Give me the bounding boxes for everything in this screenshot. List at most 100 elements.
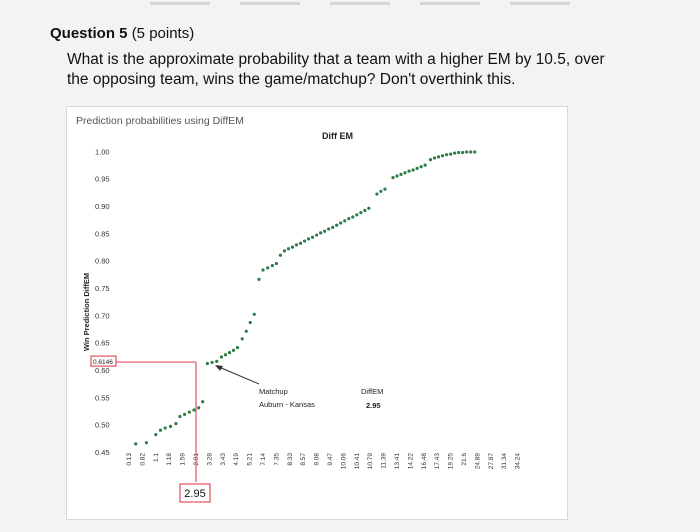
data-point <box>335 223 339 227</box>
y-tick-label: 0.90 <box>95 202 110 211</box>
x-tick-label: 1.1 <box>153 453 160 462</box>
data-point <box>343 219 347 223</box>
question-points: (5 points) <box>131 25 195 42</box>
data-point <box>331 225 335 229</box>
y-tick-label: 0.50 <box>95 421 110 430</box>
data-point <box>351 215 355 219</box>
data-point <box>449 152 453 156</box>
data-point <box>274 261 278 266</box>
data-point <box>391 176 395 180</box>
y-tick-label: 1.00 <box>95 147 110 156</box>
data-point <box>219 355 224 359</box>
x-tick-label: 1.18 <box>166 453 173 466</box>
data-point <box>201 400 205 404</box>
data-point <box>197 406 201 410</box>
data-point <box>444 153 449 157</box>
callout-row-right: 2.95 <box>366 401 381 410</box>
data-point <box>327 227 331 231</box>
x-tick-label: 9.47 <box>327 453 334 466</box>
data-point <box>134 442 138 446</box>
data-point <box>347 217 351 221</box>
data-point <box>282 249 287 253</box>
data-point <box>310 235 315 239</box>
data-point <box>231 348 236 352</box>
callout-row-left: Auburn - Kansas <box>259 400 315 409</box>
data-point <box>355 213 359 217</box>
x-tick-label: 7.14 <box>260 453 267 466</box>
highlight-lines: 0.6146 2.95 <box>90 355 260 503</box>
data-point <box>306 237 311 241</box>
data-point <box>244 329 248 333</box>
data-point <box>379 189 383 193</box>
tooltip-callout: Matchup DiffEM Auburn - Kansas 2.95 <box>259 387 383 410</box>
x-tick-label: 10.41 <box>354 453 361 470</box>
data-point <box>419 165 423 169</box>
x-tick-label: 4.19 <box>233 453 240 466</box>
data-point <box>174 422 178 426</box>
data-point <box>473 150 477 154</box>
chart-title: Prediction probabilities using DiffEM <box>76 115 244 127</box>
data-point <box>294 243 299 247</box>
x-tick-label: 13.41 <box>394 453 401 470</box>
data-point <box>465 150 469 154</box>
data-point <box>403 171 407 175</box>
data-point <box>257 277 261 281</box>
x-tick-label: 21.6 <box>461 453 468 466</box>
callout-header-left: Matchup <box>259 387 288 396</box>
data-point <box>457 150 461 155</box>
x-tick-label: 24.89 <box>474 453 481 470</box>
x-tick-label: 5.21 <box>247 453 254 466</box>
x-tick-label: 14.22 <box>407 453 414 470</box>
top-divider <box>0 0 700 10</box>
x-tick-label: 0.13 <box>126 453 133 466</box>
series-label: Diff EM <box>322 131 353 141</box>
data-point <box>359 211 363 215</box>
data-point <box>453 151 457 155</box>
data-point <box>461 150 465 155</box>
data-point <box>266 266 270 270</box>
data-point <box>440 154 445 158</box>
x-tick-label: 10.06 <box>340 453 347 470</box>
data-points <box>134 150 477 446</box>
data-point <box>367 206 371 210</box>
y-axis-label: Win Prediction DiffEM <box>82 273 91 351</box>
y-tick-label: 0.45 <box>95 448 110 457</box>
y-tick-label: 0.60 <box>95 366 110 375</box>
y-tick-label: 0.65 <box>95 339 110 348</box>
x-tick-label: 17.43 <box>434 453 441 470</box>
question-title: Question 5 (5 points) <box>50 25 194 42</box>
data-point <box>240 337 244 341</box>
y-highlight-box <box>90 355 117 367</box>
chart-image: Prediction probabilities using DiffEM Di… <box>66 106 568 520</box>
data-point <box>407 169 411 173</box>
data-point <box>298 241 303 245</box>
data-point <box>144 441 149 445</box>
data-point <box>290 245 295 249</box>
y-tick-label: 0.75 <box>95 284 110 293</box>
data-point <box>399 172 403 176</box>
x-tick-label: 8.57 <box>300 453 307 466</box>
data-point <box>395 174 399 178</box>
x-tick-label: 19.25 <box>448 453 455 470</box>
data-point <box>187 410 191 414</box>
x-highlight-box <box>179 483 211 503</box>
data-point <box>205 361 209 366</box>
data-point <box>163 426 167 430</box>
data-point <box>319 231 323 235</box>
data-point <box>270 264 274 268</box>
y-axis-ticks: 1.00 0.95 0.90 0.85 0.80 0.75 0.70 0.65 0.60 0.55… <box>95 147 110 457</box>
data-point <box>261 268 265 272</box>
y-tick-label: 0.85 <box>95 229 110 238</box>
data-point <box>235 346 240 350</box>
data-point <box>252 312 256 316</box>
y-tick-label: 0.80 <box>95 257 110 266</box>
x-tick-label: 8.33 <box>287 453 294 466</box>
data-point <box>415 166 419 170</box>
x-tick-label: 1.59 <box>180 453 187 466</box>
x-tick-label: 7.35 <box>273 453 280 466</box>
data-point <box>432 156 437 160</box>
x-tick-label: 16.48 <box>421 453 428 470</box>
callout-pointer-arrow <box>215 365 223 371</box>
x-tick-label: 10.79 <box>367 453 374 470</box>
data-point <box>423 163 427 167</box>
